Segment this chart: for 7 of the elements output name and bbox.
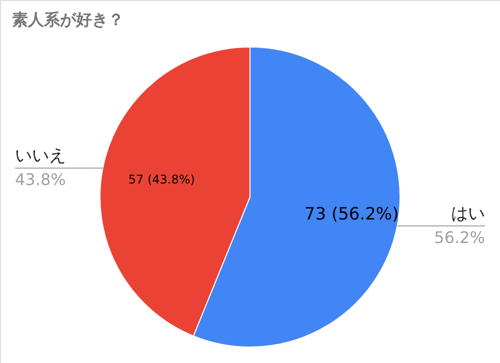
slice-label: はい (451, 204, 485, 224)
text: 56.2% (434, 228, 485, 247)
data-label: 73 (56.2%) (304, 204, 399, 224)
chart-title: 素人系が好き？ (12, 10, 124, 29)
data-label: 57 (43.8%) (128, 172, 195, 187)
slice-label: いいえ (15, 146, 66, 166)
text: 43.8% (15, 170, 66, 190)
